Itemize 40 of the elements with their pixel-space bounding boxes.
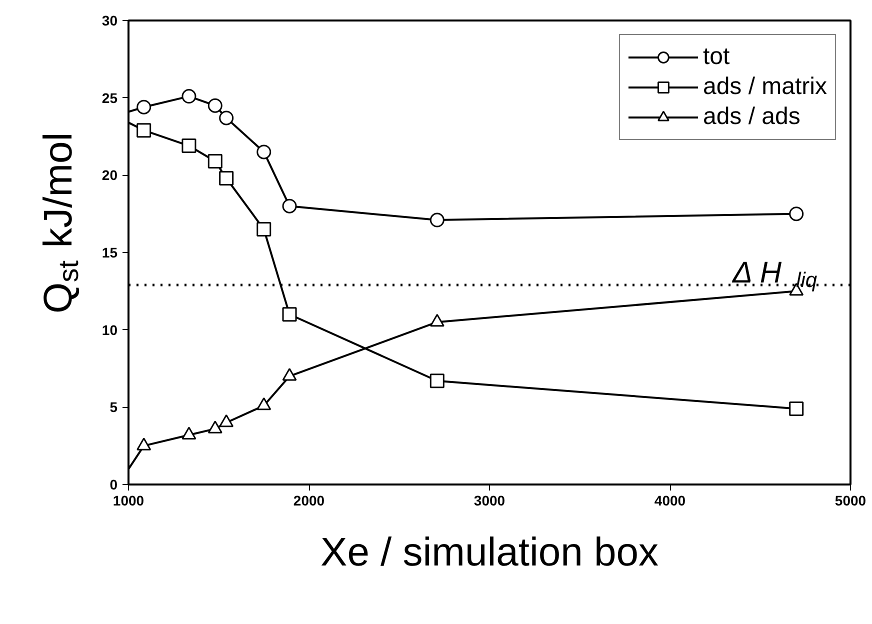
point [208, 98, 222, 113]
y-tick-label: 0 [110, 476, 118, 492]
point [182, 138, 196, 154]
y-tick-label: 15 [102, 244, 118, 260]
x-axis-title: Xe / simulation box [320, 530, 658, 574]
x-tick-label: 5000 [834, 492, 866, 508]
point [182, 89, 196, 104]
point [136, 123, 152, 138]
point [430, 212, 444, 228]
point [789, 206, 804, 222]
point [219, 171, 234, 186]
legend-label: ads / matrix [702, 73, 827, 101]
point [136, 438, 152, 450]
x-tick-label: 3000 [474, 492, 506, 508]
y-tick-label: 20 [102, 167, 118, 184]
y-tick-label: 25 [102, 90, 118, 106]
point [789, 401, 804, 416]
point [219, 110, 234, 126]
x-tick-label: 2000 [293, 492, 325, 508]
y-axis-title: Qst kJ/mol [36, 132, 84, 314]
x-tick-label: 1000 [112, 492, 144, 508]
x-tick-label: 4000 [654, 492, 686, 508]
point [208, 154, 222, 168]
point [282, 307, 297, 322]
point [430, 314, 444, 327]
point [219, 414, 234, 428]
point [282, 368, 297, 381]
point [430, 374, 444, 388]
y-tick-label: 30 [102, 12, 118, 28]
point [136, 100, 152, 114]
y-tick-label: 10 [102, 322, 118, 338]
point [256, 144, 272, 160]
point [256, 397, 272, 410]
y-tick-label: 5 [110, 399, 118, 416]
point [182, 426, 196, 440]
point [282, 198, 297, 214]
point [256, 222, 272, 237]
legend-label: tot [702, 43, 730, 71]
legend-label: ads / ads [702, 103, 800, 131]
point [208, 420, 222, 434]
